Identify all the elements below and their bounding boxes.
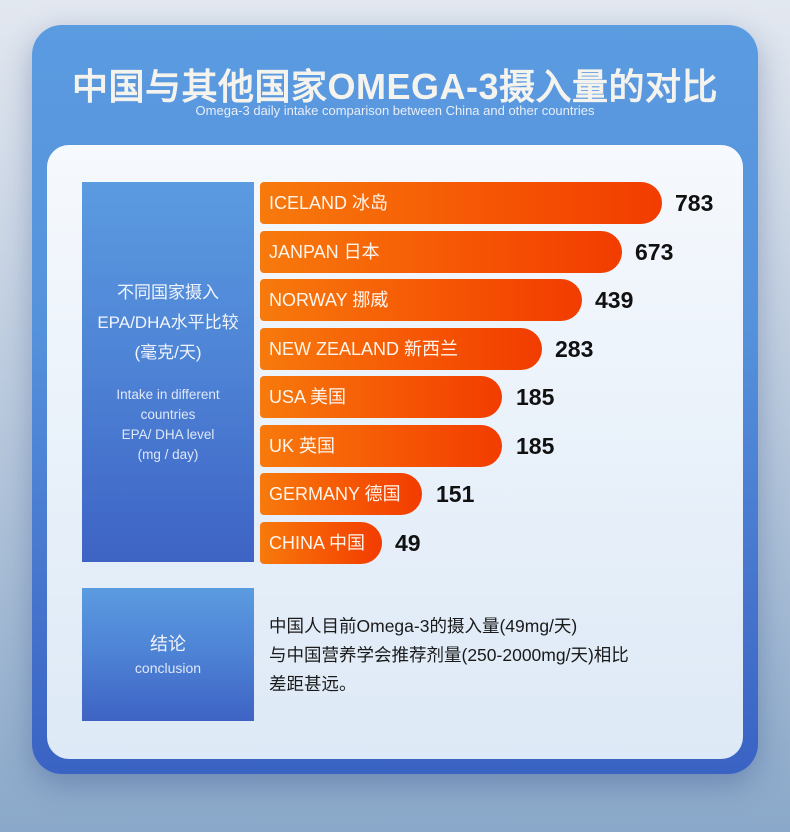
bar-iceland: ICELAND 冰岛 bbox=[260, 182, 662, 224]
conclusion-line: 中国人目前Omega-3的摄入量(49mg/天) bbox=[269, 616, 578, 636]
page-subtitle: Omega-3 daily intake comparison between … bbox=[195, 103, 595, 118]
bar-value-uk: 185 bbox=[516, 432, 555, 459]
bar-value-iceland: 783 bbox=[675, 190, 714, 216]
axis-label-cn-line: 不同国家摄入 bbox=[117, 283, 219, 302]
bar-value-germany: 151 bbox=[436, 481, 475, 507]
chart-panel: 不同国家摄入 EPA/DHA水平比较 (毫克/天) Intake in diff… bbox=[47, 145, 743, 759]
conclusion-text: 中国人目前Omega-3的摄入量(49mg/天) 与中国营养学会推荐剂量(250… bbox=[269, 612, 629, 699]
bar-japan: JANPAN 日本 bbox=[260, 230, 622, 273]
bar-germany: GERMANY 德国 bbox=[260, 473, 422, 515]
bar-new-zealand: NEW ZEALAND 新西兰 bbox=[260, 327, 542, 370]
bar-china: CHINA 中国 bbox=[260, 521, 382, 564]
conclusion-line: 差距甚远。 bbox=[269, 674, 357, 694]
infographic-card: 中国与其他国家OMEGA-3摄入量的对比 Omega-3 daily intak… bbox=[32, 25, 758, 774]
axis-label-en-line: countries bbox=[140, 407, 196, 422]
bar-uk: UK 英国 bbox=[260, 424, 502, 467]
axis-label-cn-line: (毫克/天) bbox=[134, 343, 202, 362]
axis-label-en: Intake in different countries EPA/ DHA l… bbox=[82, 385, 254, 465]
conclusion-label-cn: 结论 bbox=[150, 634, 186, 654]
bar-usa: USA 美国 bbox=[260, 376, 502, 418]
bar-norway: NORWAY 挪威 bbox=[260, 279, 582, 321]
bar-value-china: 49 bbox=[395, 529, 421, 556]
bar-value-norway: 439 bbox=[595, 287, 634, 313]
axis-label-en-line: Intake in different bbox=[116, 387, 220, 402]
bar-value-usa: 185 bbox=[516, 384, 555, 410]
bar-value-japan: 673 bbox=[635, 238, 674, 265]
axis-label-box: 不同国家摄入 EPA/DHA水平比较 (毫克/天) Intake in diff… bbox=[82, 182, 254, 562]
axis-label-cn-line: EPA/DHA水平比较 bbox=[97, 313, 239, 332]
page-title: 中国与其他国家OMEGA-3摄入量的对比 bbox=[71, 66, 718, 107]
conclusion-label-box: 结论 conclusion bbox=[82, 588, 254, 721]
axis-label-en-line: EPA/ DHA level bbox=[121, 427, 215, 442]
axis-label-cn: 不同国家摄入 EPA/DHA水平比较 (毫克/天) bbox=[82, 278, 254, 368]
conclusion-label-en: conclusion bbox=[134, 660, 202, 676]
bar-value-new-zealand: 283 bbox=[555, 335, 594, 362]
axis-label-en-line: (mg / day) bbox=[137, 447, 199, 462]
conclusion-line: 与中国营养学会推荐剂量(250-2000mg/天)相比 bbox=[269, 645, 629, 665]
